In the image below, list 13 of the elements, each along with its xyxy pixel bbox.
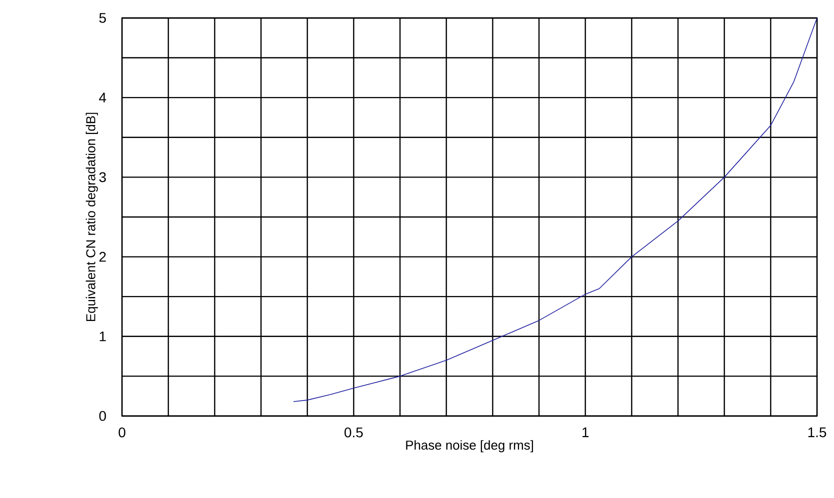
y-axis-title: Equivalent CN ratio degradation [dB]	[86, 112, 98, 322]
y-tick-label: 0	[99, 411, 106, 421]
y-tick-label: 4	[99, 92, 106, 102]
x-tick-label: 1	[582, 428, 589, 438]
x-tick-label: 0.5	[344, 427, 363, 438]
x-axis-title: Phase noise [deg rms]	[406, 440, 533, 452]
y-tick-label: 5	[99, 13, 106, 23]
line-series	[293, 18, 818, 402]
y-tick-label: 3	[99, 172, 106, 182]
y-tick-label: 2	[99, 252, 106, 262]
x-tick-label: 0	[118, 427, 126, 438]
y-tick-label: 1	[100, 332, 106, 342]
x-tick-label: 1.5	[808, 428, 826, 438]
